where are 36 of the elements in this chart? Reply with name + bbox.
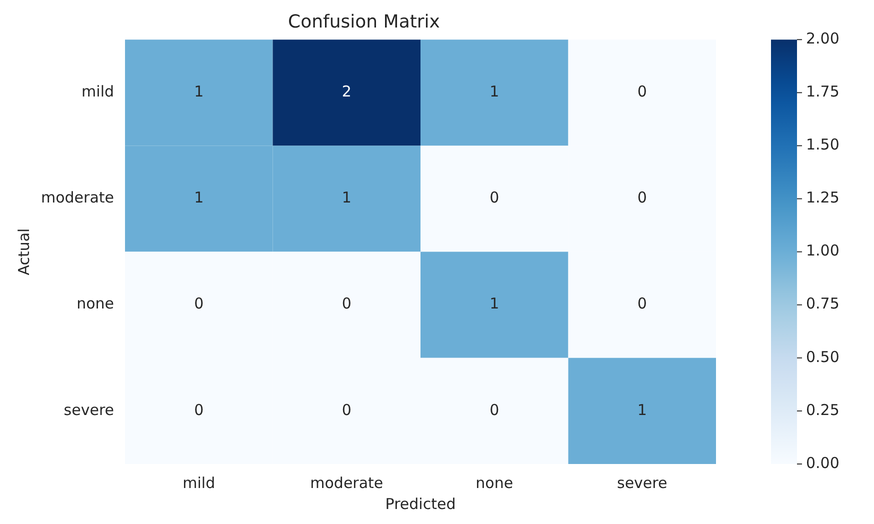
data-label: 0 (194, 294, 204, 313)
color-bar-label: 1.00 (806, 242, 840, 260)
y-axis-title: Actual (14, 228, 33, 276)
color-bar-label: 0.00 (806, 454, 840, 472)
data-label: 1 (490, 82, 500, 101)
data-label: 0 (194, 400, 204, 419)
data-label: 1 (342, 188, 352, 207)
data-label: 1 (194, 188, 204, 207)
y-tick-label: moderate (40, 188, 114, 207)
chart-title: Confusion Matrix (288, 11, 440, 32)
y-tick-label: severe (64, 400, 114, 419)
x-tick-label: severe (617, 474, 668, 492)
color-bar-label: 0.50 (806, 348, 840, 366)
data-label: 1 (490, 294, 500, 313)
y-tick-label: mild (82, 82, 114, 101)
color-bar-label: 0.25 (806, 400, 840, 419)
data-label: 0 (490, 188, 500, 207)
data-label: 2 (342, 82, 352, 101)
data-label: 0 (490, 400, 500, 419)
y-tick-label: none (76, 294, 114, 313)
x-tick-label: mild (182, 474, 216, 492)
data-label: 0 (342, 400, 352, 419)
data-label: 0 (637, 294, 647, 313)
color-bar-label: 1.50 (806, 136, 840, 154)
data-label: 0 (342, 294, 352, 313)
color-bar-label: 0.75 (806, 294, 840, 313)
data-label: 1 (637, 400, 647, 419)
x-tick-label: moderate (310, 474, 384, 492)
color-bar-label: 1.75 (806, 82, 840, 101)
data-label: 0 (637, 82, 647, 101)
x-axis-title: Predicted (385, 494, 456, 513)
data-label: 1 (194, 82, 204, 101)
data-label: 0 (637, 188, 647, 207)
color-bar-label: 2.00 (806, 29, 840, 48)
x-tick-label: none (476, 474, 514, 492)
color-bar-label: 1.25 (806, 188, 840, 207)
